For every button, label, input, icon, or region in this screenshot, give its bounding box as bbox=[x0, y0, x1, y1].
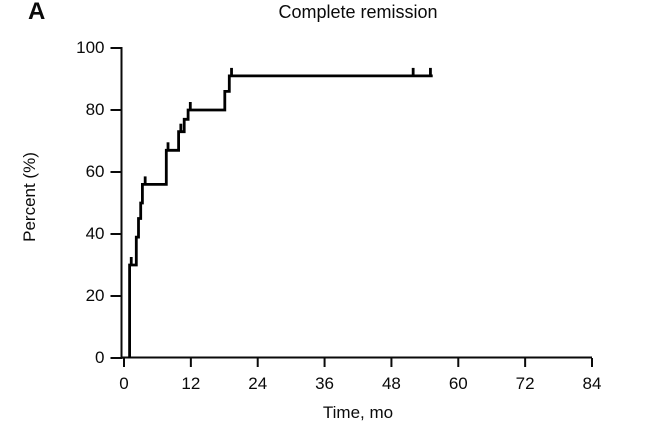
survival-step-curve bbox=[128, 74, 433, 358]
y-tick-label: 60 bbox=[85, 162, 105, 181]
panel-label: A bbox=[28, 0, 46, 25]
y-tick-label: 40 bbox=[85, 224, 105, 243]
y-tick-label: 100 bbox=[76, 38, 105, 57]
y-tick-label: 80 bbox=[85, 100, 105, 119]
chart-title: Complete remission bbox=[278, 2, 438, 22]
x-axis-label: Time, mo bbox=[322, 403, 394, 422]
x-tick-label: 60 bbox=[448, 374, 468, 393]
x-tick-label: 84 bbox=[582, 374, 602, 393]
x-tick-label: 0 bbox=[119, 374, 129, 393]
x-tick-label: 48 bbox=[381, 374, 401, 393]
x-tick-label: 72 bbox=[515, 374, 535, 393]
x-tick-label: 36 bbox=[315, 374, 335, 393]
x-tick-label: 24 bbox=[248, 374, 268, 393]
x-tick-label: 12 bbox=[181, 374, 201, 393]
y-tick-label: 0 bbox=[95, 348, 105, 367]
y-tick-label: 20 bbox=[85, 286, 105, 305]
